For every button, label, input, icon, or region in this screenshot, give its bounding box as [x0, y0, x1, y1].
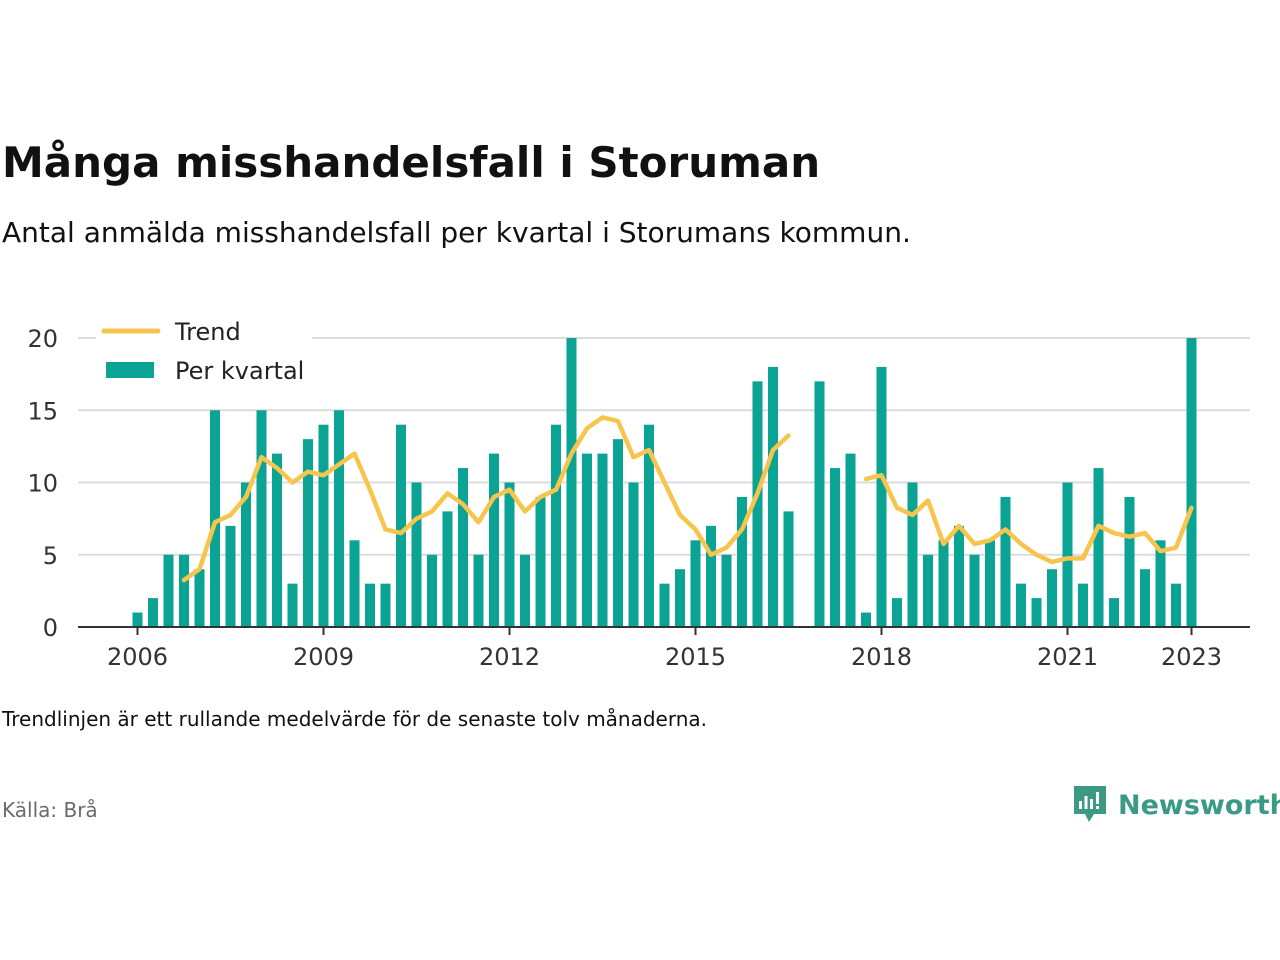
bar: [458, 468, 468, 627]
bar: [675, 569, 685, 627]
bar: [442, 511, 453, 627]
brand-name: Newsworthy: [1118, 789, 1280, 821]
y-tick-label: 20: [27, 325, 58, 353]
bar: [1124, 496, 1135, 627]
x-tick-label: 2023: [1161, 643, 1222, 671]
bar: [969, 554, 980, 627]
y-tick-label: 15: [27, 397, 58, 425]
legend-trend-label: Trend: [174, 318, 241, 346]
bar: [241, 482, 251, 627]
bar: [985, 540, 995, 627]
bar: [504, 482, 515, 627]
bar: [566, 338, 577, 627]
bar: [938, 540, 949, 627]
bar: [613, 439, 623, 627]
chart-title: Många misshandelsfall i Storuman: [2, 138, 821, 187]
chart-subtitle: Antal anmälda misshandelsfall per kvarta…: [2, 216, 911, 249]
bar: [752, 381, 763, 627]
bar: [256, 410, 267, 627]
bar: [427, 554, 437, 627]
bar: [597, 453, 608, 627]
bar: [520, 554, 530, 627]
bar: [1031, 598, 1042, 627]
bar: [845, 453, 856, 627]
bar: [334, 410, 344, 627]
y-tick-label: 0: [43, 614, 58, 642]
newsworthy-icon: [1074, 786, 1106, 822]
bar: [1000, 496, 1011, 627]
bar: [380, 583, 391, 627]
bar: [225, 525, 236, 627]
bar: [721, 554, 732, 627]
trend-series: [181, 415, 1194, 583]
bar: [1171, 583, 1181, 627]
x-tick-label: 2006: [107, 643, 168, 671]
x-tick-label: 2015: [665, 643, 726, 671]
bar: [163, 554, 174, 627]
brand-logo: Newsworthy: [1072, 784, 1280, 826]
y-tick-label: 5: [43, 542, 58, 570]
bar: [1047, 569, 1057, 627]
bar: [318, 424, 329, 627]
bar: [907, 482, 918, 627]
bar: [923, 554, 933, 627]
bar: [1186, 338, 1197, 627]
bar: [892, 598, 902, 627]
footnote: Trendlinjen är ett rullande medelvärde f…: [2, 707, 708, 731]
bar: [194, 569, 205, 627]
bar: [287, 583, 298, 627]
bar: [365, 583, 375, 627]
bar: [1109, 598, 1119, 627]
bar: [954, 525, 964, 627]
legend-bar-swatch: [106, 362, 154, 378]
y-tick-label: 10: [27, 470, 58, 498]
bar: [1078, 583, 1088, 627]
trend-line: [863, 473, 1194, 565]
bar: [706, 525, 716, 627]
bar: [473, 554, 484, 627]
bar: [1062, 482, 1073, 627]
trend-line: [181, 415, 791, 583]
bar: [659, 583, 670, 627]
bar: [1140, 569, 1150, 627]
bar: [582, 453, 592, 627]
bar: [1093, 468, 1104, 627]
bar: [737, 496, 747, 627]
x-tick-label: 2018: [851, 643, 912, 671]
bar: [272, 453, 282, 627]
bar: [411, 482, 422, 627]
bar: [690, 540, 701, 627]
bar: [148, 598, 158, 627]
bar: [132, 612, 143, 627]
bar: [861, 612, 871, 627]
bar: [1155, 540, 1166, 627]
legend: Trend Per kvartal: [96, 314, 312, 388]
bar: [876, 366, 887, 627]
bar: [179, 554, 189, 627]
bar: [396, 424, 406, 627]
bar: [644, 424, 654, 627]
bar: [628, 482, 639, 627]
bar: [489, 453, 499, 627]
source-label: Källa: Brå: [2, 798, 98, 822]
bar: [551, 424, 561, 627]
bar-series: [132, 338, 1197, 627]
x-tick-label: 2009: [293, 643, 354, 671]
bar: [210, 410, 220, 627]
x-tick-label: 2021: [1037, 643, 1098, 671]
chart-svg: 0 5 10 15 20 2006 2009 2012 2015 2018 2021 2023 Tr…: [27, 314, 1250, 671]
bar: [535, 496, 546, 627]
bar: [303, 439, 313, 627]
axes: 2006 2009 2012 2015 2018 2021 2023: [78, 626, 1250, 671]
bar: [814, 381, 825, 627]
legend-bar-label: Per kvartal: [175, 357, 304, 385]
bar: [768, 366, 778, 627]
bar: [783, 511, 794, 627]
x-tick-label: 2012: [479, 643, 540, 671]
bar: [830, 468, 840, 627]
bar: [349, 540, 360, 627]
bar: [1016, 583, 1026, 627]
